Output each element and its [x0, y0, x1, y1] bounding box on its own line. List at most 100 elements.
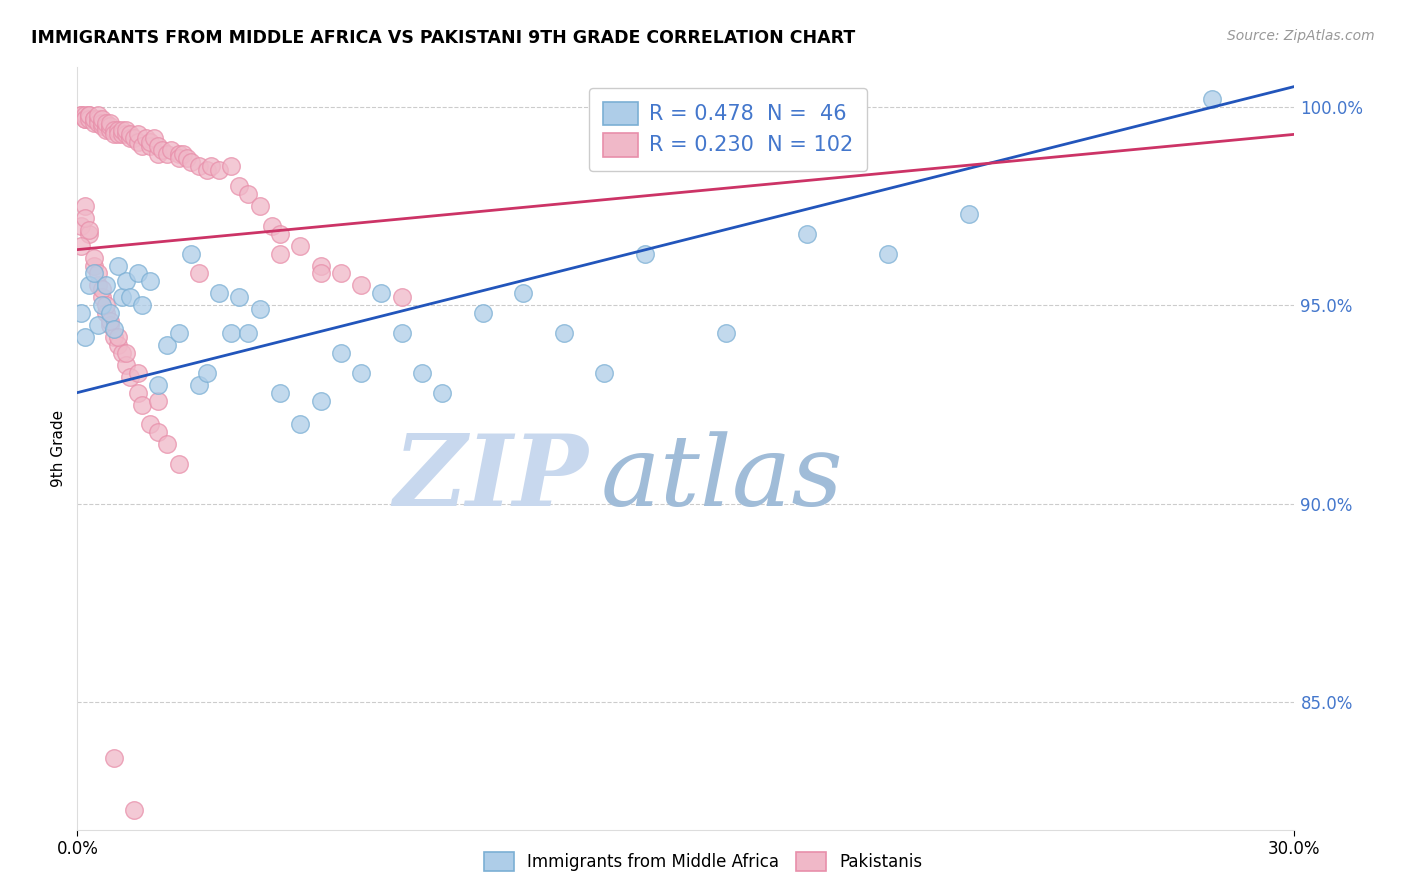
Point — [86, 115, 108, 129]
Point — [131, 139, 153, 153]
Point — [249, 302, 271, 317]
Point — [957, 207, 980, 221]
Point — [118, 290, 141, 304]
Point — [98, 123, 121, 137]
Point — [103, 322, 125, 336]
Point — [98, 314, 121, 328]
Point — [221, 159, 243, 173]
Point — [176, 151, 198, 165]
Point — [139, 136, 162, 150]
Point — [155, 338, 177, 352]
Point — [131, 398, 153, 412]
Point — [260, 219, 283, 233]
Legend: R = 0.478  N =  46, R = 0.230  N = 102: R = 0.478 N = 46, R = 0.230 N = 102 — [589, 88, 868, 170]
Point — [86, 267, 108, 281]
Point — [83, 267, 105, 281]
Point — [107, 330, 129, 344]
Point — [94, 120, 117, 134]
Point — [98, 306, 121, 320]
Point — [75, 199, 97, 213]
Point — [111, 290, 134, 304]
Point — [877, 246, 900, 260]
Point — [208, 286, 231, 301]
Point — [148, 147, 170, 161]
Point — [90, 282, 112, 296]
Point — [79, 223, 101, 237]
Point — [79, 112, 101, 126]
Point — [86, 278, 108, 293]
Point — [75, 211, 97, 225]
Point — [111, 123, 134, 137]
Point — [155, 437, 177, 451]
Point — [139, 139, 162, 153]
Point — [118, 131, 141, 145]
Point — [329, 267, 352, 281]
Point — [90, 112, 112, 126]
Point — [139, 274, 162, 288]
Point — [122, 131, 145, 145]
Point — [139, 417, 162, 432]
Point — [70, 107, 93, 121]
Point — [94, 298, 117, 312]
Point — [249, 199, 271, 213]
Point — [593, 366, 616, 380]
Text: Source: ZipAtlas.com: Source: ZipAtlas.com — [1227, 29, 1375, 44]
Point — [115, 358, 138, 372]
Point — [79, 278, 101, 293]
Point — [553, 326, 575, 340]
Point — [83, 259, 105, 273]
Point — [188, 267, 211, 281]
Point — [1201, 92, 1223, 106]
Point — [148, 393, 170, 408]
Point — [167, 151, 190, 165]
Point — [634, 246, 657, 260]
Point — [135, 131, 157, 145]
Point — [391, 290, 413, 304]
Point — [430, 385, 453, 400]
Point — [107, 259, 129, 273]
Point — [796, 227, 818, 241]
Point — [391, 326, 413, 340]
Point — [208, 163, 231, 178]
Point — [148, 425, 170, 440]
Point — [103, 128, 125, 142]
Point — [228, 179, 250, 194]
Point — [107, 338, 129, 352]
Point — [188, 159, 211, 173]
Point — [75, 112, 97, 126]
Point — [180, 246, 202, 260]
Text: ZIP: ZIP — [394, 431, 588, 527]
Point — [103, 330, 125, 344]
Point — [75, 112, 97, 126]
Point — [70, 219, 93, 233]
Point — [200, 159, 222, 173]
Point — [228, 290, 250, 304]
Legend: Immigrants from Middle Africa, Pakistanis: Immigrants from Middle Africa, Pakistani… — [475, 843, 931, 880]
Point — [70, 107, 93, 121]
Point — [83, 112, 105, 126]
Point — [195, 163, 218, 178]
Point — [79, 107, 101, 121]
Point — [94, 123, 117, 137]
Point — [83, 112, 105, 126]
Point — [86, 112, 108, 126]
Point — [143, 131, 166, 145]
Point — [236, 326, 259, 340]
Point — [148, 377, 170, 392]
Point — [131, 298, 153, 312]
Point — [471, 306, 494, 320]
Point — [90, 298, 112, 312]
Point — [329, 346, 352, 360]
Point — [188, 377, 211, 392]
Point — [127, 267, 149, 281]
Point — [70, 238, 93, 252]
Point — [350, 366, 373, 380]
Point — [411, 366, 433, 380]
Point — [155, 147, 177, 161]
Point — [127, 136, 149, 150]
Point — [127, 128, 149, 142]
Point — [103, 751, 125, 765]
Point — [350, 278, 373, 293]
Point — [115, 346, 138, 360]
Point — [714, 326, 737, 340]
